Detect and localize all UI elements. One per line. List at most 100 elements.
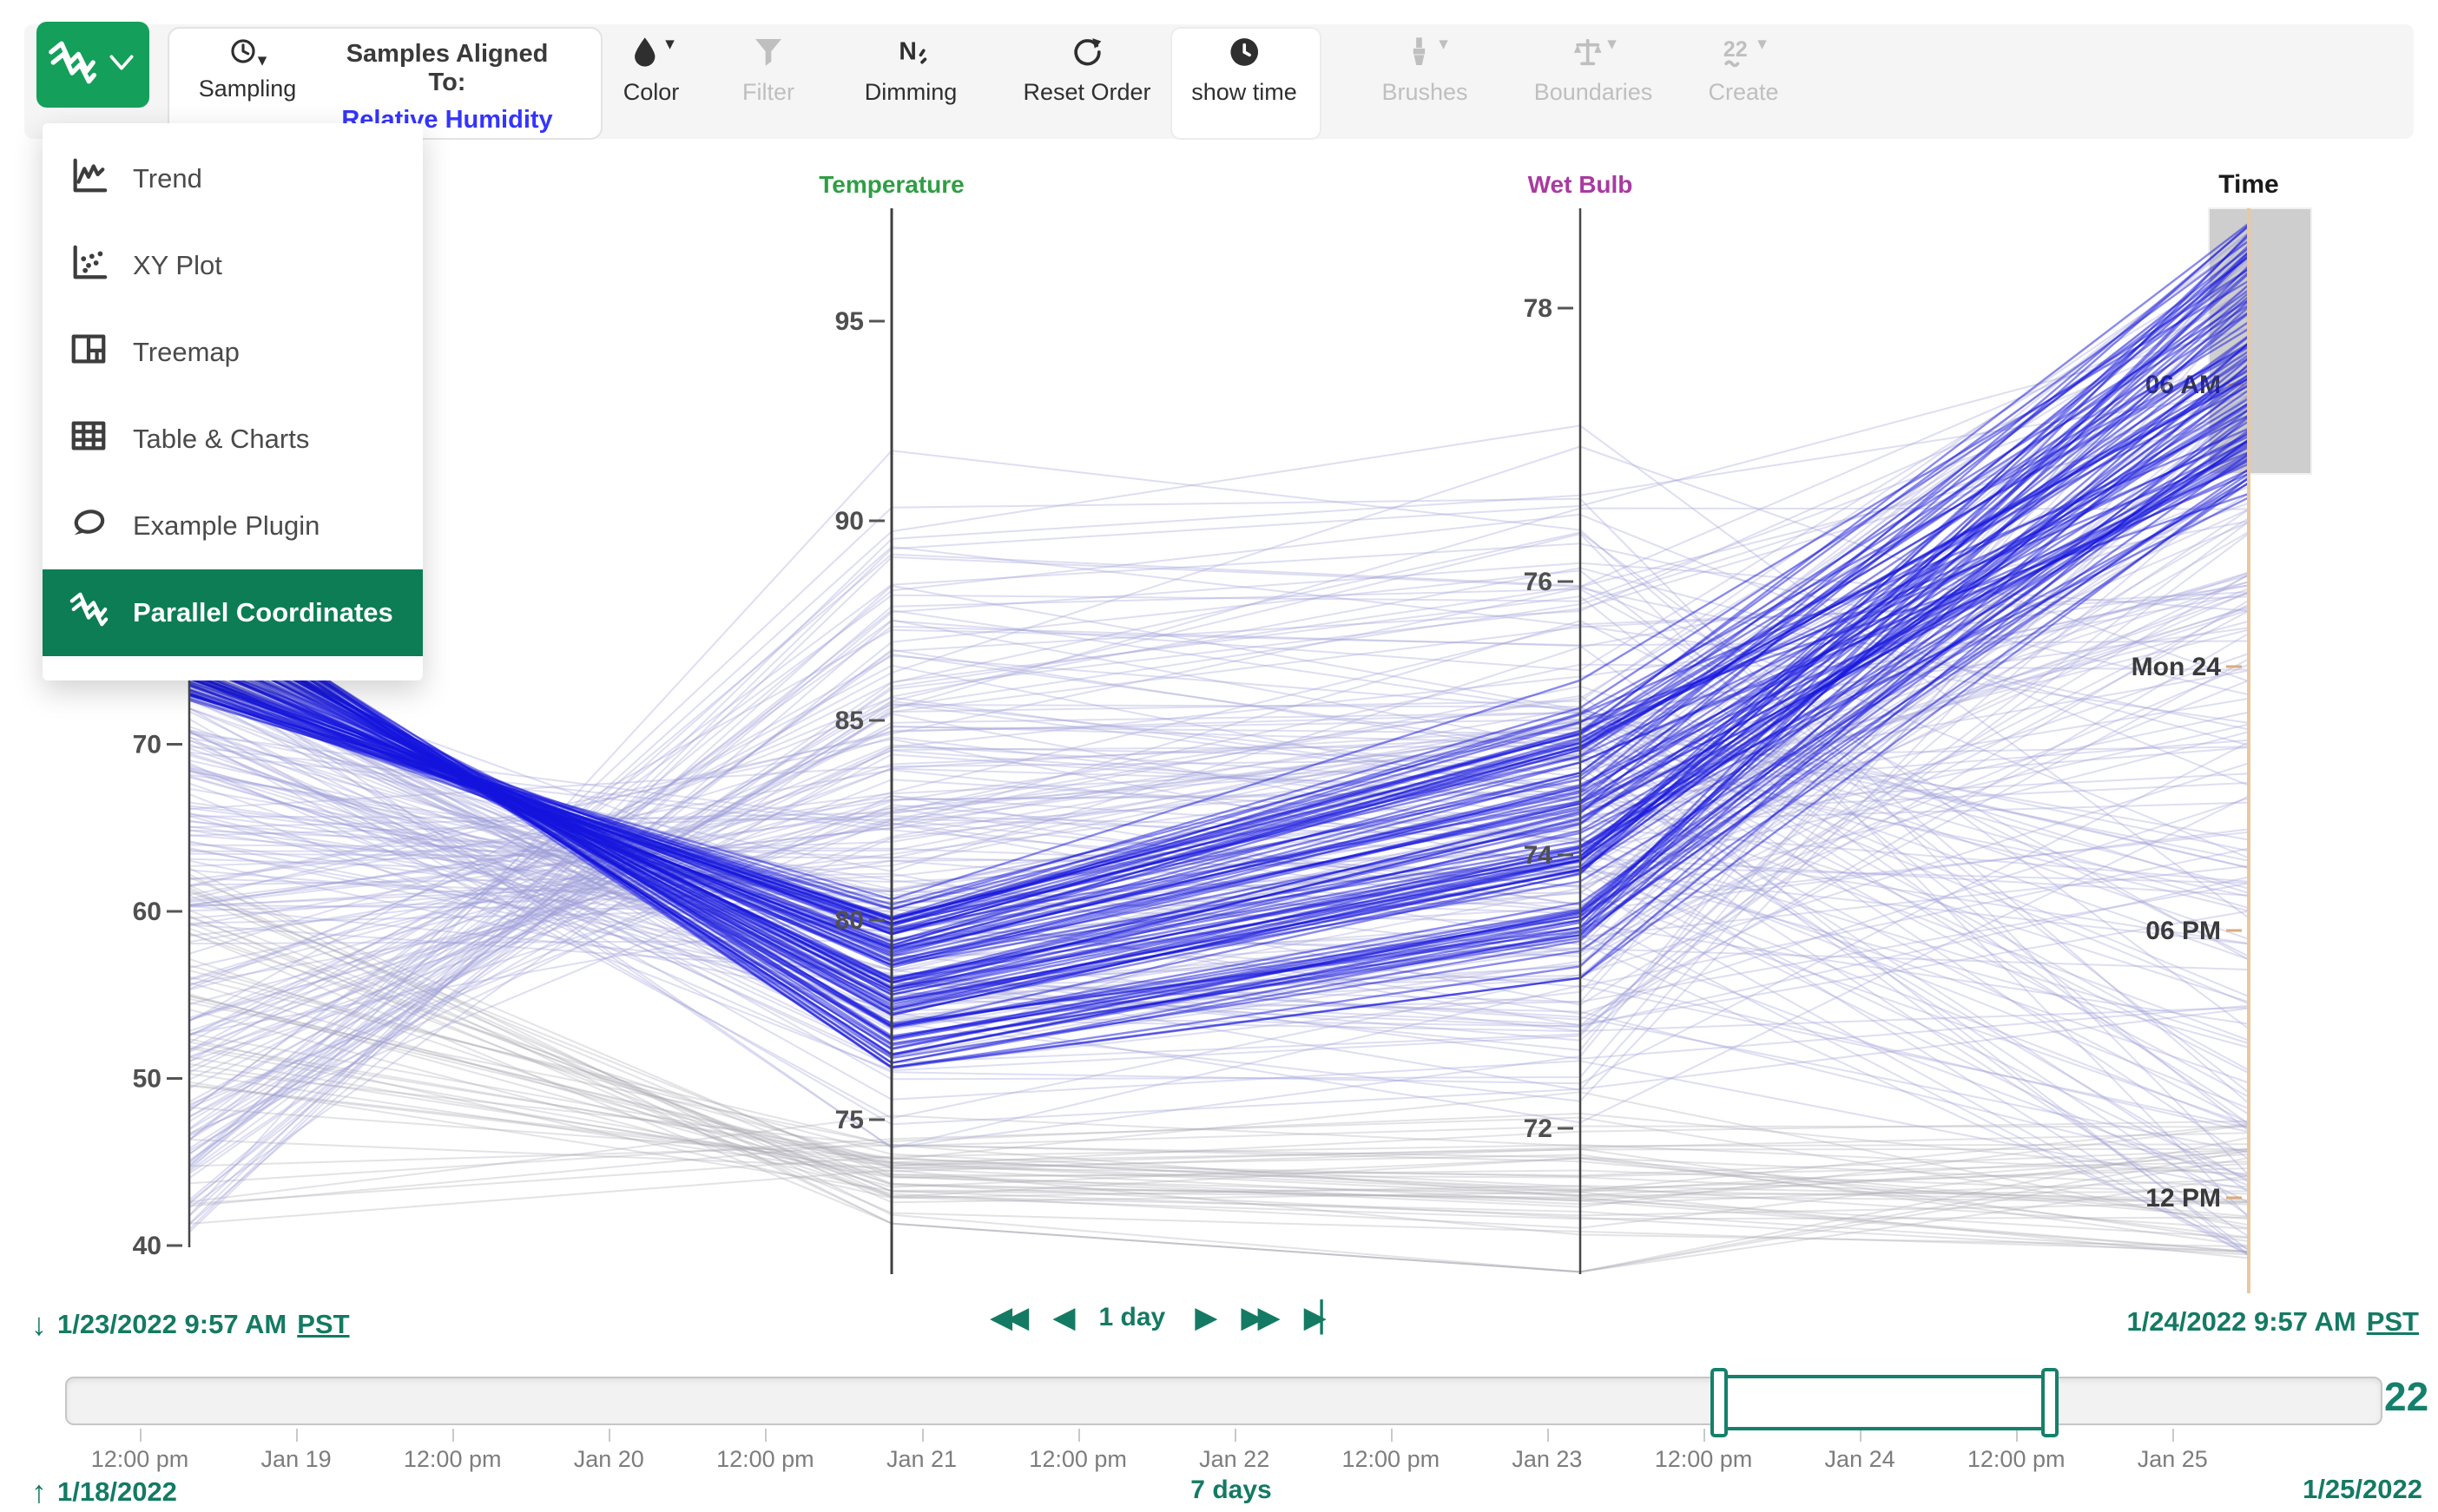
timeline-range-start: ↑ 1/18/2022 — [31, 1474, 177, 1509]
menu-item-label: Table & Charts — [133, 424, 310, 454]
timeline-tick-label: 12:00 pm — [403, 1446, 502, 1472]
menu-item-label: Parallel Coordinates — [133, 597, 393, 628]
wb-axis-label[interactable]: Wet Bulb — [1528, 171, 1633, 198]
color-button[interactable]: ▾ Color — [623, 35, 680, 106]
plugin-icon — [69, 503, 109, 549]
samples-aligned-block: Samples Aligned To: Relative Humidity — [326, 40, 569, 135]
dimming-button[interactable]: N Dimming — [865, 35, 958, 106]
timeline-tick-label: 12:00 pm — [1341, 1446, 1440, 1472]
fast-backward-button[interactable]: ◀◀ — [990, 1301, 1029, 1334]
step-forward-button[interactable]: ▶ — [1195, 1301, 1217, 1334]
time-tick-label: Mon 24 — [2132, 653, 2222, 681]
dimming-icon: N — [893, 35, 928, 74]
xy-plot-icon — [69, 242, 109, 289]
clock-filled-icon — [1227, 35, 1262, 74]
menu-item-treemap[interactable]: Treemap — [43, 309, 423, 396]
timeline-tick-label: Jan 25 — [2137, 1446, 2208, 1472]
filter-label: Filter — [742, 79, 794, 105]
parallel-coordinates-icon — [47, 37, 97, 92]
brush-icon — [1401, 35, 1436, 74]
reset-order-button[interactable]: Reset Order — [1023, 35, 1151, 106]
step-backward-button[interactable]: ◀ — [1052, 1301, 1075, 1334]
step-size-label[interactable]: 1 day — [1098, 1303, 1166, 1331]
temp-tick-label: 75 — [835, 1106, 864, 1134]
timeline-tick-label: 12:00 pm — [90, 1446, 189, 1472]
chevron-down-icon: ▾ — [1757, 34, 1767, 54]
brushes-label: Brushes — [1381, 79, 1468, 105]
timeline-tick-label: Jan 24 — [1824, 1446, 1895, 1472]
plugin-selector-button[interactable] — [36, 22, 149, 108]
temp-tick-label: 80 — [835, 906, 864, 935]
time-axis-brush[interactable] — [2208, 207, 2312, 475]
droplet-icon — [628, 35, 662, 74]
menu-item-xy-plot[interactable]: XY Plot — [43, 222, 423, 309]
menu-item-example-plugin[interactable]: Example Plugin — [43, 483, 423, 569]
timeline-tick — [1077, 1429, 1080, 1442]
samples-aligned-label: Samples Aligned To: — [346, 40, 549, 96]
timeline-selection[interactable] — [1717, 1375, 2055, 1430]
timeline-tick — [609, 1429, 611, 1442]
timeline-tick — [765, 1429, 768, 1442]
squiggle-icon — [69, 589, 109, 636]
brushes-button: ▾ Brushes — [1381, 35, 1467, 106]
timezone-link[interactable]: PST — [297, 1309, 350, 1339]
menu-item-trend[interactable]: Trend — [43, 135, 423, 222]
rh-tick-label: 50 — [133, 1065, 161, 1094]
table-icon — [69, 416, 109, 463]
timeline-tick — [296, 1429, 299, 1442]
temp-axis-label[interactable]: Temperature — [819, 171, 965, 198]
time-tick-label: 12 PM — [2145, 1184, 2221, 1213]
rh-tick-label: 40 — [133, 1232, 161, 1260]
rh-tick-label: 60 — [133, 897, 161, 926]
menu-item-label: XY Plot — [133, 250, 222, 280]
wb-tick-label: 76 — [1524, 568, 1552, 596]
fast-forward-button[interactable]: ▶▶ — [1241, 1301, 1280, 1334]
funnel-icon — [751, 35, 786, 74]
chevron-down-icon — [104, 45, 139, 84]
timezone-link[interactable]: PST — [2366, 1306, 2419, 1337]
timeline-handle-right[interactable] — [2041, 1368, 2059, 1437]
timeline-tick-label: 12:00 pm — [1967, 1446, 2066, 1472]
reset-order-label: Reset Order — [1023, 79, 1151, 105]
show-time-button[interactable]: show time — [1191, 35, 1297, 106]
timeline-tick — [1546, 1429, 1549, 1442]
playback-controls: ◀◀ ◀ 1 day ▶ ▶▶ ▶▏ — [964, 1300, 1363, 1335]
boundaries-button: ▾ Boundaries — [1534, 35, 1653, 106]
menu-item-table-charts[interactable]: Table & Charts — [43, 396, 423, 483]
wb-tick-label: 72 — [1524, 1114, 1552, 1143]
arrow-down-icon: ↓ — [31, 1306, 47, 1342]
timeline-tick-label: Jan 21 — [886, 1446, 958, 1472]
boundaries-label: Boundaries — [1533, 79, 1653, 105]
arrow-up-icon: ↑ — [31, 1474, 47, 1509]
window-start-timestamp: ↓ 1/23/2022 9:57 AM PST — [31, 1306, 350, 1343]
timeline-tick-label: 12:00 pm — [1654, 1446, 1753, 1472]
timeline-tick — [1234, 1429, 1236, 1442]
temp-tick-label: 95 — [835, 307, 864, 336]
svg-text:22: 22 — [1723, 37, 1748, 62]
menu-item-label: Treemap — [133, 337, 240, 367]
sampling-button[interactable]: ▾ Sampling — [187, 36, 308, 102]
temp-tick-label: 85 — [835, 707, 864, 735]
timeline-range-end: 1/25/2022 — [2303, 1474, 2422, 1504]
wb-tick-label: 78 — [1524, 294, 1552, 323]
rh-tick-label: 70 — [133, 731, 161, 759]
show-time-label: show time — [1191, 79, 1297, 105]
skip-to-end-button[interactable]: ▶▏ — [1303, 1301, 1343, 1334]
create-icon[interactable]: 22 — [2384, 1374, 2429, 1419]
timeline-tick-label: 12:00 pm — [1029, 1446, 1127, 1472]
timeline-tick — [1390, 1429, 1393, 1442]
menu-item-parallel-coordinates[interactable]: Parallel Coordinates — [43, 569, 423, 656]
sampling-label: Sampling — [198, 76, 297, 102]
timeline-handle-left[interactable] — [1710, 1368, 1728, 1437]
filter-button: Filter — [742, 35, 794, 106]
chevron-down-icon: ▾ — [1439, 34, 1448, 54]
timeline-tick — [921, 1429, 924, 1442]
timeline-tick — [1703, 1429, 1705, 1442]
plugin-menu: Trend XY Plot Treemap Table & Charts Example… — [43, 123, 423, 680]
timeline-tick — [2016, 1429, 2019, 1442]
menu-item-label: Trend — [133, 163, 202, 194]
temp-tick-label: 90 — [835, 507, 864, 536]
timeline-tick-label: 12:00 pm — [716, 1446, 814, 1472]
time-axis-label[interactable]: Time — [2218, 170, 2278, 199]
